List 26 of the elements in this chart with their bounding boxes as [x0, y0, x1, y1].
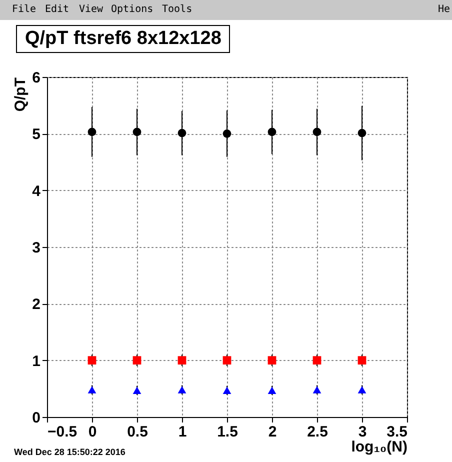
text: File [12, 3, 36, 17]
x-tick-label: 0 [88, 424, 97, 440]
y-tick-label: 5 [32, 126, 40, 144]
y-tick-label: 4 [32, 182, 42, 200]
text: Edit [45, 3, 70, 17]
x-tick-label: 3.5 [386, 424, 408, 440]
x-tick-label: 2 [268, 424, 277, 440]
y-tick-label: 3 [32, 240, 40, 256]
x-axis-title: log₁₀(N) [351, 438, 408, 456]
y-axis-title: Q/pT [12, 78, 30, 112]
y-tick-label: 0 [32, 410, 40, 426]
text: Tools [162, 3, 192, 17]
y-tick-label: 6 [32, 70, 40, 86]
x-tick-label: 2.5 [307, 424, 328, 440]
x-tick-label: 0.5 [127, 424, 148, 440]
x-tick-label: 1.5 [217, 424, 238, 440]
text: Wed Dec 28 15:50:22 2016 [14, 447, 126, 457]
x-tick-label: 1 [178, 424, 187, 440]
y-tick-label: 1 [32, 352, 40, 370]
x-tick-label: −0.5 [48, 424, 78, 440]
x-tick-label: 3 [358, 424, 367, 440]
text: Options [111, 3, 154, 17]
text: He [438, 3, 450, 17]
y-tick-label: 2 [32, 296, 40, 314]
chart-title: Q/pT ftsref6 8x12x128 [16, 25, 230, 53]
text: View [79, 3, 104, 17]
